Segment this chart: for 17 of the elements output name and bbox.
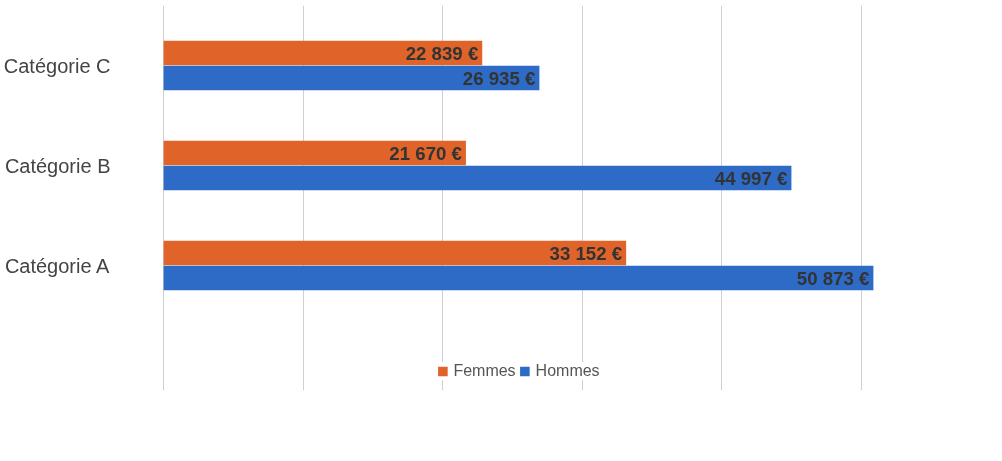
data-label: 26 935 € (462, 67, 537, 89)
bar (163, 265, 874, 291)
y-tick-label: Catégorie B (4, 154, 111, 177)
bar (163, 40, 483, 66)
y-tick-label: Catégorie A (4, 254, 111, 277)
data-label: 21 670 € (389, 142, 463, 164)
data-label: 44 997 € (714, 167, 789, 189)
data-label: 50 873 € (796, 267, 871, 289)
bar (163, 65, 540, 91)
legend-label: Hommes (535, 362, 600, 380)
data-label: 33 152 € (549, 242, 623, 264)
data-label: 22 839 € (405, 42, 479, 64)
bar (163, 140, 466, 166)
bar (163, 165, 792, 191)
legend-label: Femmes (453, 362, 516, 380)
y-tick-label: Catégorie C (3, 54, 111, 77)
bar (163, 240, 627, 266)
